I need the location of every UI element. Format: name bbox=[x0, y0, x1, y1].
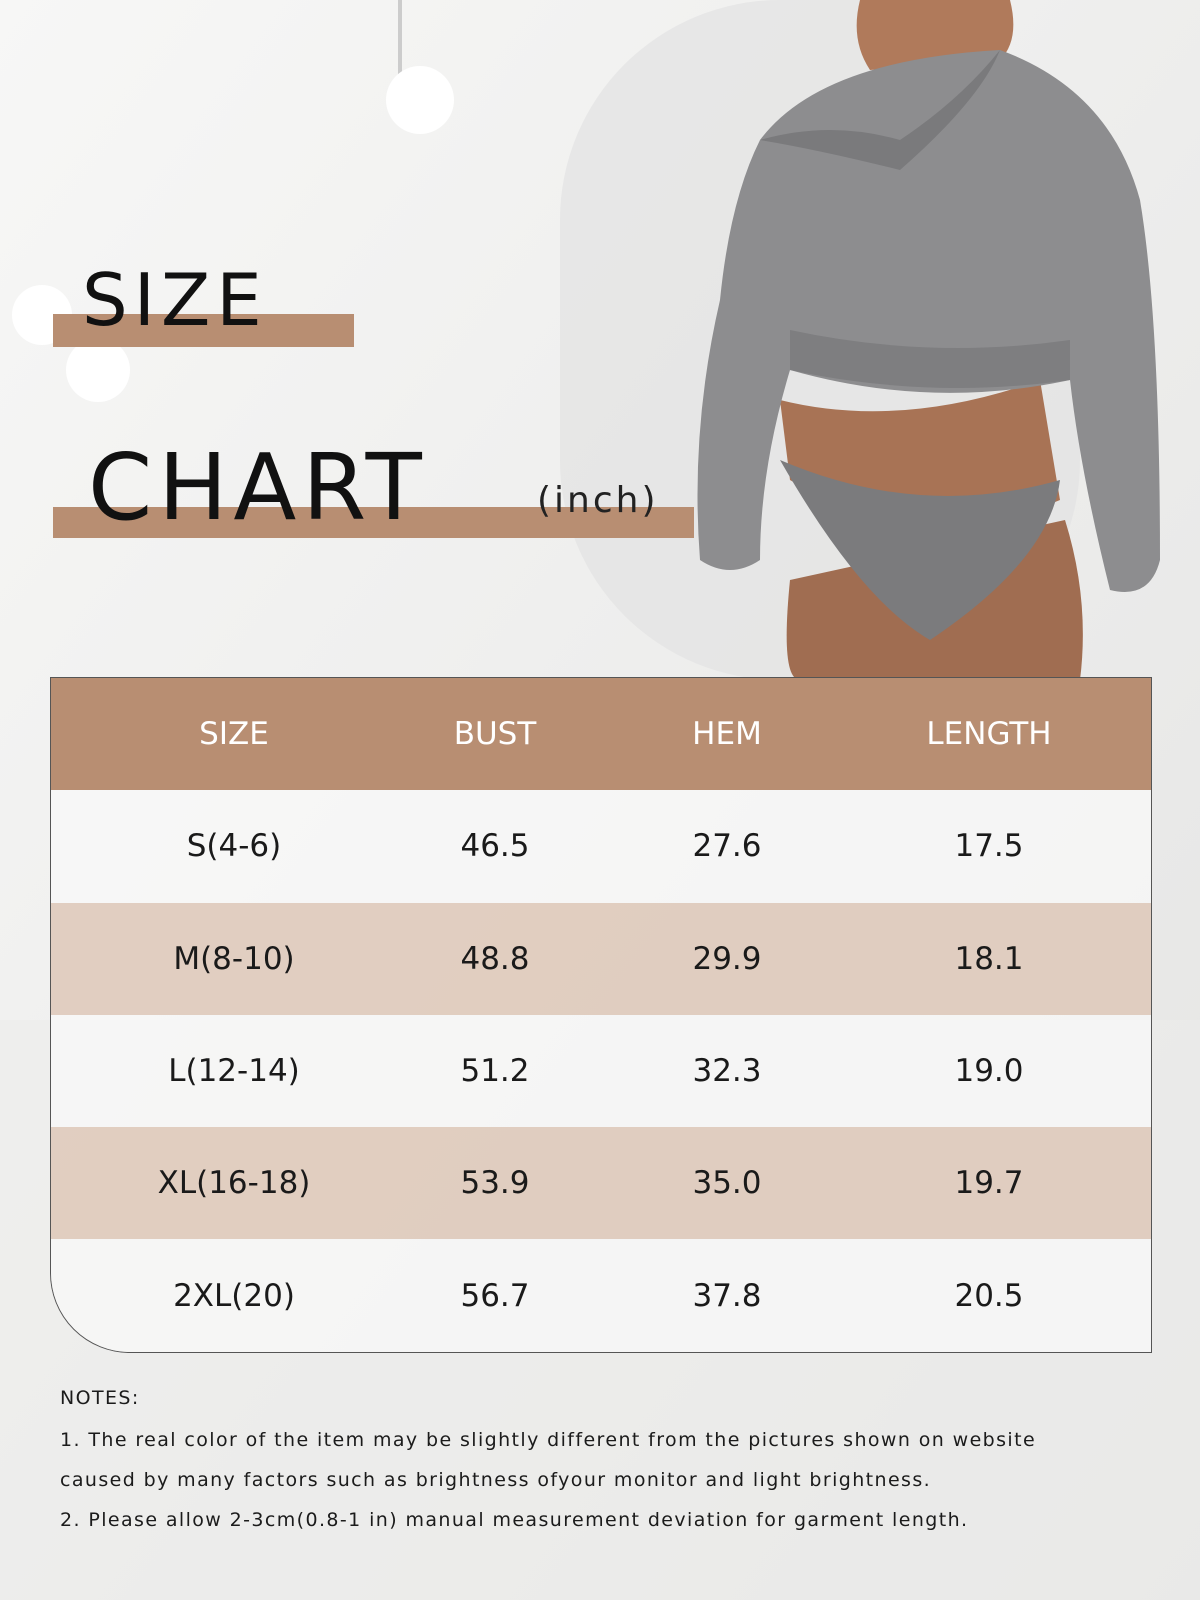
table-row: L(12-14) 51.2 32.3 19.0 bbox=[51, 1014, 1151, 1128]
title-bar bbox=[53, 507, 694, 538]
table-cell: S(4-6) bbox=[186, 828, 282, 865]
table-row: M(8-10) 48.8 29.9 18.1 bbox=[51, 902, 1151, 1015]
table-cell: 17.5 bbox=[954, 828, 1024, 865]
table-cell: M(8-10) bbox=[173, 940, 295, 977]
table-cell: 32.3 bbox=[692, 1053, 762, 1090]
table-row: 2XL(20) 56.7 37.8 20.5 bbox=[51, 1239, 1151, 1352]
table-row: XL(16-18) 53.9 35.0 19.7 bbox=[51, 1127, 1151, 1240]
header-cell: SIZE bbox=[199, 716, 269, 753]
table-cell: 35.0 bbox=[692, 1165, 762, 1202]
table-cell: 53.9 bbox=[460, 1165, 530, 1202]
note-line: caused by many factors such as brightnes… bbox=[60, 1469, 932, 1491]
table-cell: 19.0 bbox=[954, 1053, 1024, 1090]
header-row: SIZE BUST HEM LENGTH bbox=[51, 678, 1151, 791]
title-word: CHART bbox=[88, 434, 428, 541]
table-cell: 46.5 bbox=[460, 828, 530, 865]
size-table: SIZE BUST HEM LENGTH S(4-6) 46.5 27.6 17.5 M(8-1… bbox=[50, 677, 1152, 1353]
header-cell: LENGTH bbox=[926, 716, 1052, 753]
table-cell: 27.6 bbox=[692, 828, 762, 865]
table-cell: 48.8 bbox=[460, 940, 530, 977]
table-cell: 20.5 bbox=[954, 1277, 1024, 1314]
notes-title: NOTES: bbox=[60, 1387, 140, 1409]
table-cell: 56.7 bbox=[460, 1277, 530, 1314]
table-row: S(4-6) 46.5 27.6 17.5 bbox=[51, 790, 1151, 903]
header-cell: BUST bbox=[453, 716, 537, 753]
table-cell: XL(16-18) bbox=[157, 1165, 311, 1202]
note-line: 2. Please allow 2-3cm(0.8-1 in) manual m… bbox=[60, 1509, 969, 1531]
note-line: 1. The real color of the item may be sli… bbox=[60, 1429, 1037, 1451]
header-cell: HEM bbox=[692, 716, 762, 753]
table-cell: 29.9 bbox=[692, 940, 762, 977]
table-cell: 51.2 bbox=[460, 1053, 530, 1090]
table-cell: L(12-14) bbox=[168, 1053, 300, 1090]
table-cell: 2XL(20) bbox=[173, 1277, 295, 1314]
title-bar bbox=[53, 314, 354, 347]
title-word: SIZE bbox=[82, 258, 268, 342]
unit-label: (inch) bbox=[537, 480, 659, 521]
table-cell: 37.8 bbox=[692, 1277, 762, 1314]
table-cell: 18.1 bbox=[954, 940, 1024, 977]
table-cell: 19.7 bbox=[954, 1165, 1024, 1202]
